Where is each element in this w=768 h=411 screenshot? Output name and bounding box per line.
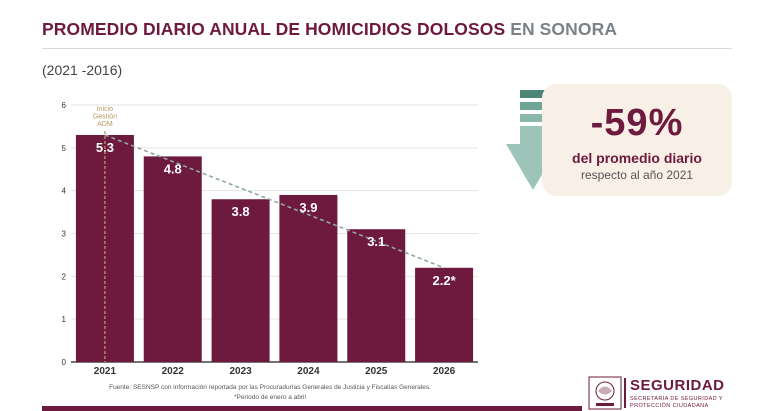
y-tick-label: 3 [62, 230, 67, 239]
bar [347, 229, 406, 362]
y-tick-label: 4 [62, 187, 67, 196]
x-tick-label: 2026 [433, 366, 456, 377]
reduction-label: del promedio diario [572, 150, 702, 166]
source-note: Fuente: SESNSP con información reportada… [109, 384, 431, 391]
title-region: EN SONORA [510, 19, 618, 39]
bar [143, 156, 202, 362]
y-tick-label: 5 [62, 144, 67, 153]
x-tick-label: 2023 [229, 366, 252, 377]
title-main: PROMEDIO DIARIO ANUAL DE HOMICIDIOS DOLO… [42, 19, 506, 39]
footer-bar [42, 406, 582, 411]
page-title: PROMEDIO DIARIO ANUAL DE HOMICIDIOS DOLO… [42, 19, 617, 40]
annotation-label: Gestión [93, 114, 117, 121]
title-divider [42, 48, 732, 49]
emblem-icon [588, 376, 622, 410]
data-label: 3.1 [367, 234, 385, 249]
data-label: 4.8 [164, 161, 182, 176]
period-note: *Periodo de enero a abril [234, 394, 306, 401]
subtitle: (2021 -2016) [42, 62, 123, 78]
x-tick-label: 2021 [94, 366, 117, 377]
x-tick-label: 2022 [162, 366, 185, 377]
y-tick-label: 1 [62, 315, 67, 324]
logo-text: SEGURIDAD [630, 377, 725, 394]
data-label: 2.2* [433, 273, 457, 288]
reduction-percent: -59% [590, 102, 684, 144]
y-tick-label: 0 [62, 358, 67, 367]
bar [211, 199, 270, 362]
bar [415, 267, 474, 362]
x-tick-label: 2024 [297, 366, 320, 377]
logo-divider [624, 378, 626, 408]
data-label: 3.8 [232, 204, 250, 219]
annotation-label: Inicio [97, 106, 113, 113]
x-tick-label: 2025 [365, 366, 388, 377]
trend-line [104, 134, 445, 269]
reduction-reference: respecto al año 2021 [580, 168, 694, 182]
reduction-callout: -59% del promedio diario respecto al año… [542, 84, 732, 196]
logo-subtitle-2: PROTECCIÓN CIUDADANA [630, 403, 709, 409]
data-label: 3.9 [299, 200, 317, 215]
y-tick-label: 2 [62, 272, 67, 281]
y-tick-label: 6 [62, 101, 67, 110]
logo-subtitle-1: SECRETARÍA DE SEGURIDAD Y [630, 396, 723, 402]
bar [279, 194, 338, 362]
annotation-label: ADM [97, 121, 113, 128]
